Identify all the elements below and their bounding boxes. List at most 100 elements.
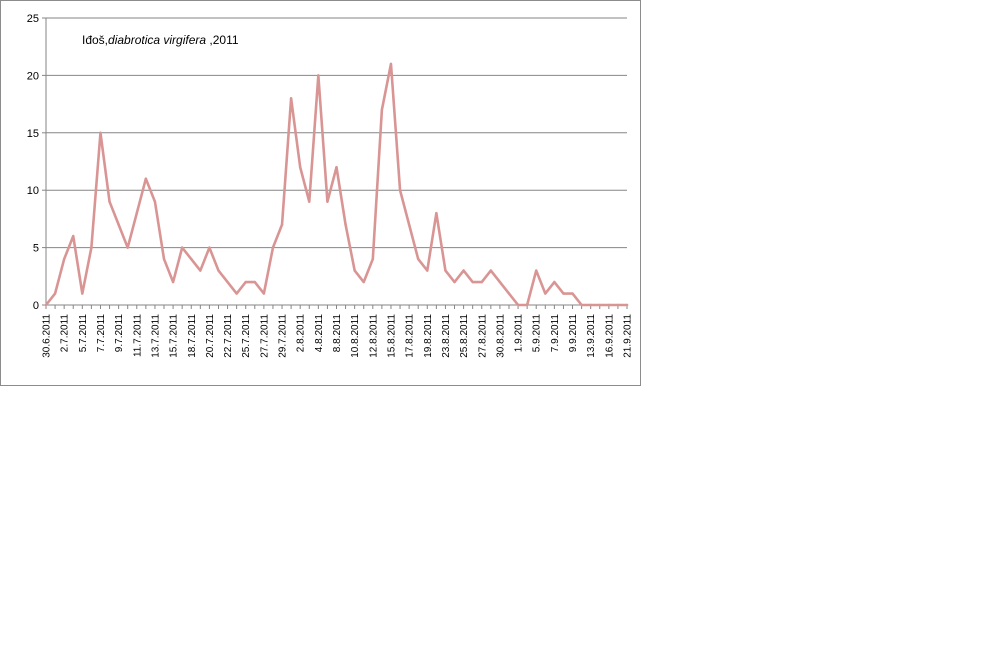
data-point <box>53 292 57 295</box>
data-point <box>562 292 565 295</box>
data-point <box>516 303 520 307</box>
data-point <box>72 234 75 238</box>
y-tick-label: 20 <box>27 70 39 82</box>
x-tick-label: 15.8.2011 <box>386 314 397 358</box>
data-point <box>81 292 84 295</box>
x-tick-label: 21.9.2011 <box>623 314 634 358</box>
data-point <box>525 303 529 307</box>
data-point <box>162 257 166 261</box>
x-tick-label: 23.8.2011 <box>441 314 452 358</box>
data-point <box>117 223 120 226</box>
data-point <box>262 292 266 295</box>
data-point <box>298 166 302 169</box>
data-point <box>435 211 438 215</box>
data-point <box>308 200 311 203</box>
title-place: Iđoš, <box>82 33 109 47</box>
data-point <box>253 280 256 284</box>
data-point <box>580 303 583 307</box>
x-tick-label: 29.7.2011 <box>278 314 289 358</box>
data-point <box>371 257 375 261</box>
x-tick-label: 18.7.2011 <box>187 314 198 358</box>
title-species: diabrotica virgifera <box>108 33 207 47</box>
x-tick-label: 30.8.2011 <box>495 314 506 358</box>
x-tick-label: 11.7.2011 <box>132 314 143 357</box>
data-point <box>44 303 48 307</box>
axes <box>42 17 628 309</box>
data-point <box>126 246 129 249</box>
gridlines <box>46 17 627 249</box>
data-point <box>108 200 111 203</box>
data-point <box>598 303 601 307</box>
data-point <box>235 292 238 295</box>
data-point <box>589 303 592 307</box>
x-tick-label: 13.9.2011 <box>586 314 597 358</box>
data-point <box>244 280 247 284</box>
data-point <box>62 257 66 261</box>
x-tick-label: 13.7.2011 <box>150 314 161 358</box>
y-tick-label: 5 <box>33 243 39 255</box>
data-point <box>180 246 184 249</box>
x-tick-label: 25.8.2011 <box>459 314 470 358</box>
x-tick-label: 30.6.2011 <box>42 314 53 358</box>
x-tick-label: 5.9.2011 <box>532 314 543 353</box>
data-point <box>280 223 284 226</box>
data-point <box>226 280 229 284</box>
x-tick-label: 9.7.2011 <box>114 314 125 353</box>
x-tick-label: 25.7.2011 <box>241 314 252 358</box>
x-tick-label: 15.7.2011 <box>169 314 180 358</box>
data-point <box>480 280 483 284</box>
data-point <box>335 166 338 169</box>
chart-area: 0 5 10 15 20 25 30.6.2011 2.7.2011 5.7.2011 7.7.… <box>0 0 641 386</box>
x-tick-label: 17.8.2011 <box>405 314 416 358</box>
y-tick-label: 10 <box>27 185 39 197</box>
data-point <box>489 269 493 272</box>
x-tick-label: 7.7.2011 <box>96 314 107 353</box>
title-year: ,2011 <box>206 33 239 47</box>
x-axis-ticks: 30.6.2011 2.7.2011 5.7.2011 7.7.2011 9.7.201… <box>42 314 634 358</box>
x-tick-label: 27.7.2011 <box>259 314 270 358</box>
data-point <box>453 280 456 284</box>
x-tick-label: 27.8.2011 <box>477 314 488 358</box>
x-tick-label: 9.9.2011 <box>568 314 579 353</box>
data-point <box>462 269 465 272</box>
data-point <box>498 280 502 284</box>
x-tick-label: 12.8.2011 <box>368 314 379 358</box>
x-tick-label: 2.8.2011 <box>296 314 307 353</box>
data-point <box>407 223 411 226</box>
data-point <box>90 246 93 249</box>
series-layer <box>44 62 629 307</box>
chart-title: Iđoš,diabrotica virgifera ,2011 <box>82 33 239 47</box>
x-tick-label: 16.9.2011 <box>604 314 615 358</box>
data-point <box>190 257 193 261</box>
data-point <box>153 200 157 203</box>
data-point <box>289 97 293 100</box>
data-point <box>326 200 329 203</box>
data-point <box>616 303 620 307</box>
data-point <box>389 62 393 66</box>
data-point <box>426 269 429 272</box>
data-point <box>344 223 347 226</box>
data-point <box>398 189 402 192</box>
x-tick-label: 5.7.2011 <box>78 314 89 353</box>
data-point <box>571 292 574 295</box>
data-point <box>271 246 275 249</box>
line-chart: 0 5 10 15 20 25 30.6.2011 2.7.2011 5.7.2011 7.7.… <box>27 13 634 358</box>
x-tick-label: 8.8.2011 <box>332 314 343 353</box>
data-point <box>317 74 320 77</box>
data-point <box>217 269 220 272</box>
data-point <box>471 280 474 284</box>
data-point <box>171 280 175 284</box>
data-point <box>444 269 447 272</box>
series-line <box>44 62 629 307</box>
x-tick-label: 7.9.2011 <box>550 314 561 353</box>
data-point <box>353 269 356 272</box>
y-tick-label: 0 <box>33 300 39 312</box>
data-point <box>625 303 629 307</box>
data-point <box>607 303 611 307</box>
data-point <box>380 108 384 112</box>
data-point <box>208 246 211 249</box>
data-point <box>544 292 547 295</box>
data-point <box>535 269 538 272</box>
x-tick-label: 22.7.2011 <box>223 314 234 358</box>
x-tick-label: 20.7.2011 <box>205 314 216 358</box>
